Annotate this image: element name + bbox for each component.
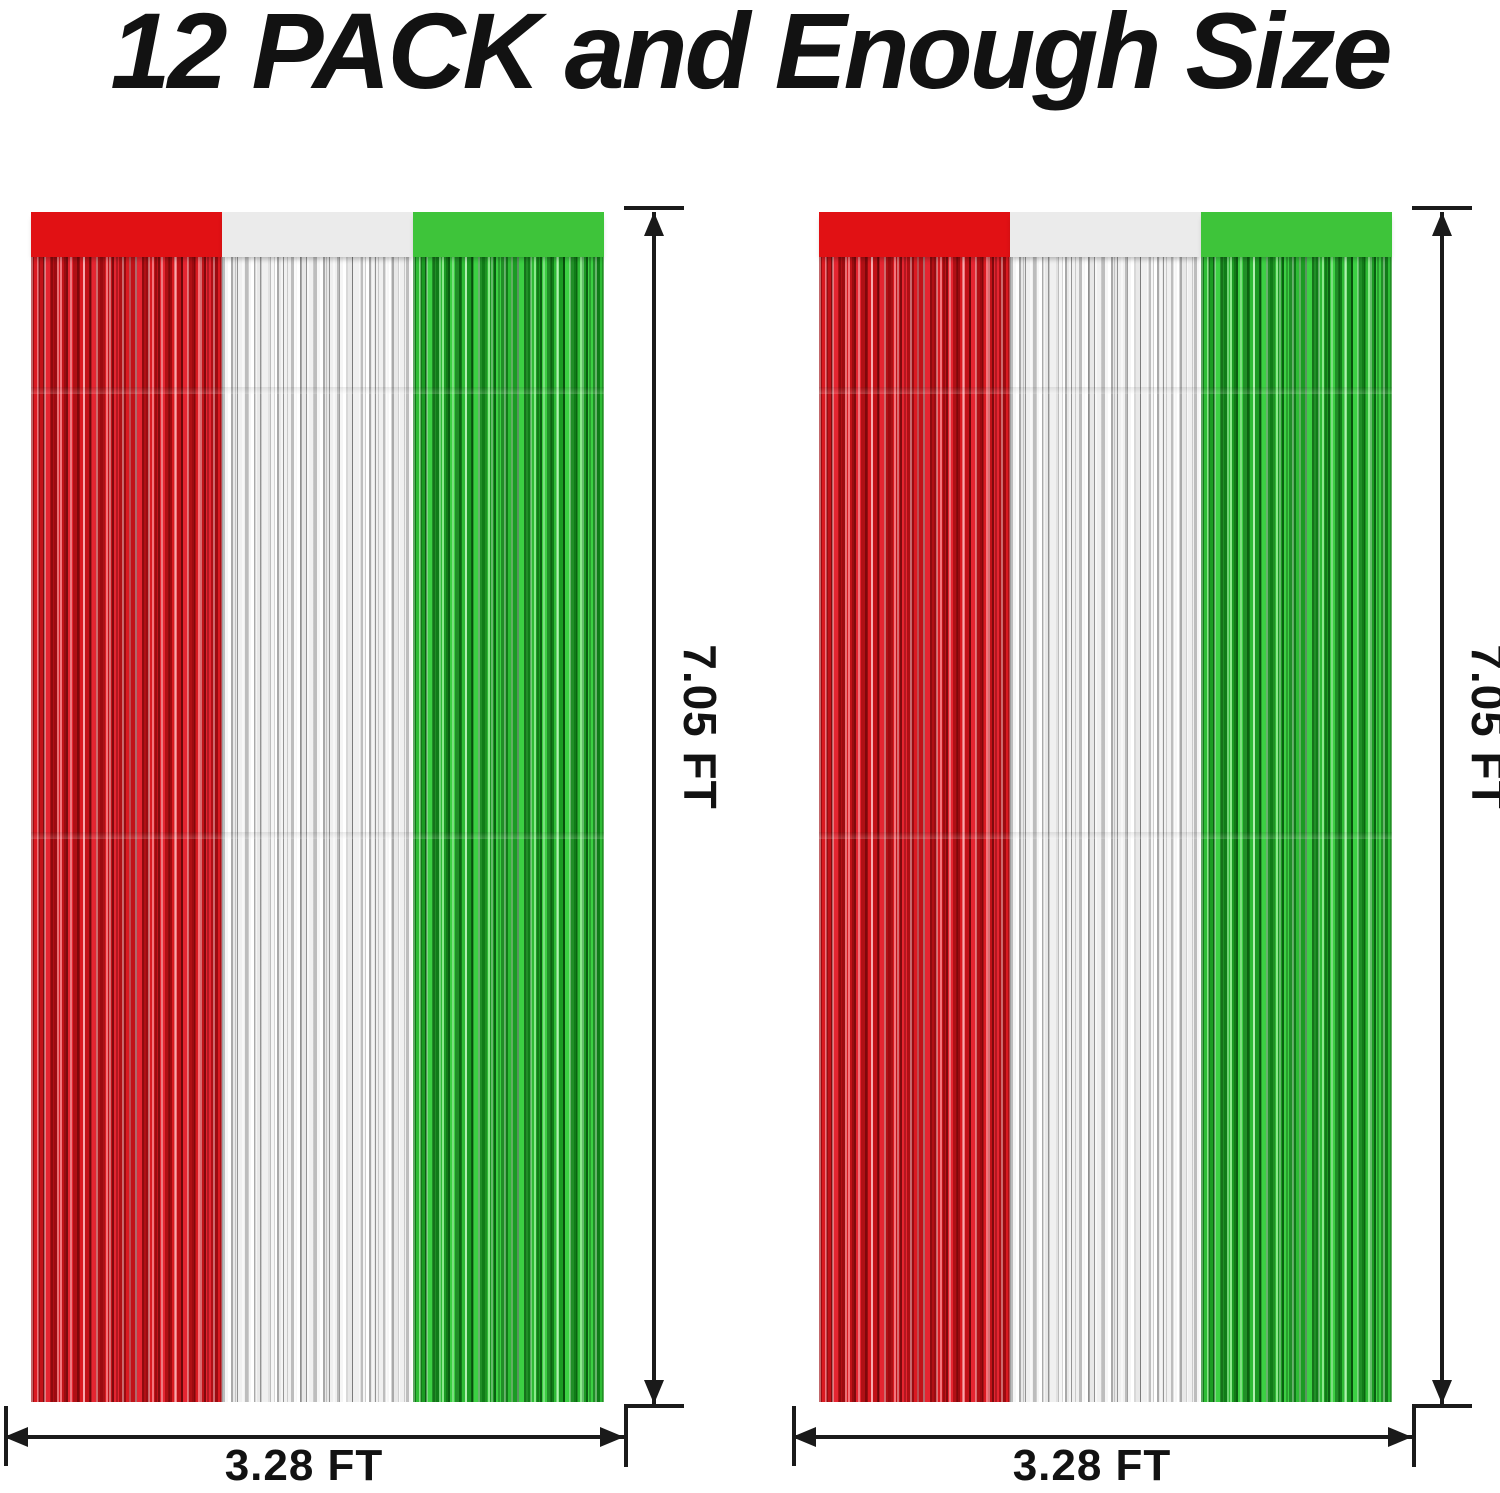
width-dimension-right-tick bbox=[624, 1404, 628, 1467]
height-dimension-line bbox=[652, 212, 656, 1406]
width-dimension-label: 3.28 FT bbox=[224, 1441, 384, 1490]
fold-crease bbox=[31, 832, 604, 839]
silver-stripe-header-band bbox=[222, 212, 413, 257]
red-stripe-header-band bbox=[31, 212, 222, 257]
green-stripe-header-band bbox=[1201, 212, 1392, 257]
arrowhead-down-icon bbox=[644, 1380, 664, 1404]
curtain-figure-left: 7.05 FT 3.28 FT bbox=[4, 0, 791, 1493]
fold-crease bbox=[819, 387, 1392, 394]
red-foil-fringe bbox=[31, 257, 222, 1402]
red-stripe-header-band bbox=[819, 212, 1010, 257]
green-stripe-header-band bbox=[413, 212, 604, 257]
fold-crease bbox=[819, 832, 1392, 839]
silver-foil-stripe bbox=[1010, 212, 1201, 1402]
curtain-backdrop bbox=[31, 212, 604, 1402]
width-dimension-right-tick bbox=[1412, 1404, 1416, 1467]
height-dimension-bottom-tick bbox=[1412, 1404, 1472, 1408]
green-foil-stripe bbox=[1201, 212, 1392, 1402]
width-dimension-line bbox=[796, 1435, 1412, 1439]
green-foil-fringe bbox=[413, 257, 604, 1402]
silver-foil-fringe bbox=[1010, 257, 1201, 1402]
height-dimension-bottom-tick bbox=[624, 1404, 684, 1408]
arrowhead-down-icon bbox=[1432, 1380, 1452, 1404]
height-dimension-line bbox=[1440, 212, 1444, 1406]
silver-stripe-header-band bbox=[1010, 212, 1201, 257]
silver-foil-stripe bbox=[222, 212, 413, 1402]
page-title: 12 PACK and Enough Size bbox=[110, 0, 1392, 111]
arrowhead-up-icon bbox=[644, 212, 664, 236]
fold-crease bbox=[31, 387, 604, 394]
green-foil-stripe bbox=[413, 212, 604, 1402]
curtain-backdrop bbox=[819, 212, 1392, 1402]
width-dimension-label: 3.28 FT bbox=[1012, 1441, 1172, 1490]
green-foil-fringe bbox=[1201, 257, 1392, 1402]
red-foil-fringe bbox=[819, 257, 1010, 1402]
arrowhead-right-icon bbox=[1388, 1427, 1412, 1447]
red-foil-stripe bbox=[819, 212, 1010, 1402]
red-foil-stripe bbox=[31, 212, 222, 1402]
height-dimension-top-tick bbox=[1412, 206, 1472, 210]
height-dimension-top-tick bbox=[624, 206, 684, 210]
curtain-figure-right: 7.05 FT 3.28 FT bbox=[792, 0, 1500, 1493]
arrowhead-left-icon bbox=[4, 1427, 28, 1447]
height-dimension-label: 7.05 FT bbox=[1462, 644, 1500, 810]
height-dimension-label: 7.05 FT bbox=[674, 644, 726, 810]
arrowhead-left-icon bbox=[792, 1427, 816, 1447]
silver-foil-fringe bbox=[222, 257, 413, 1402]
arrowhead-up-icon bbox=[1432, 212, 1452, 236]
arrowhead-right-icon bbox=[600, 1427, 624, 1447]
width-dimension-line bbox=[8, 1435, 624, 1439]
